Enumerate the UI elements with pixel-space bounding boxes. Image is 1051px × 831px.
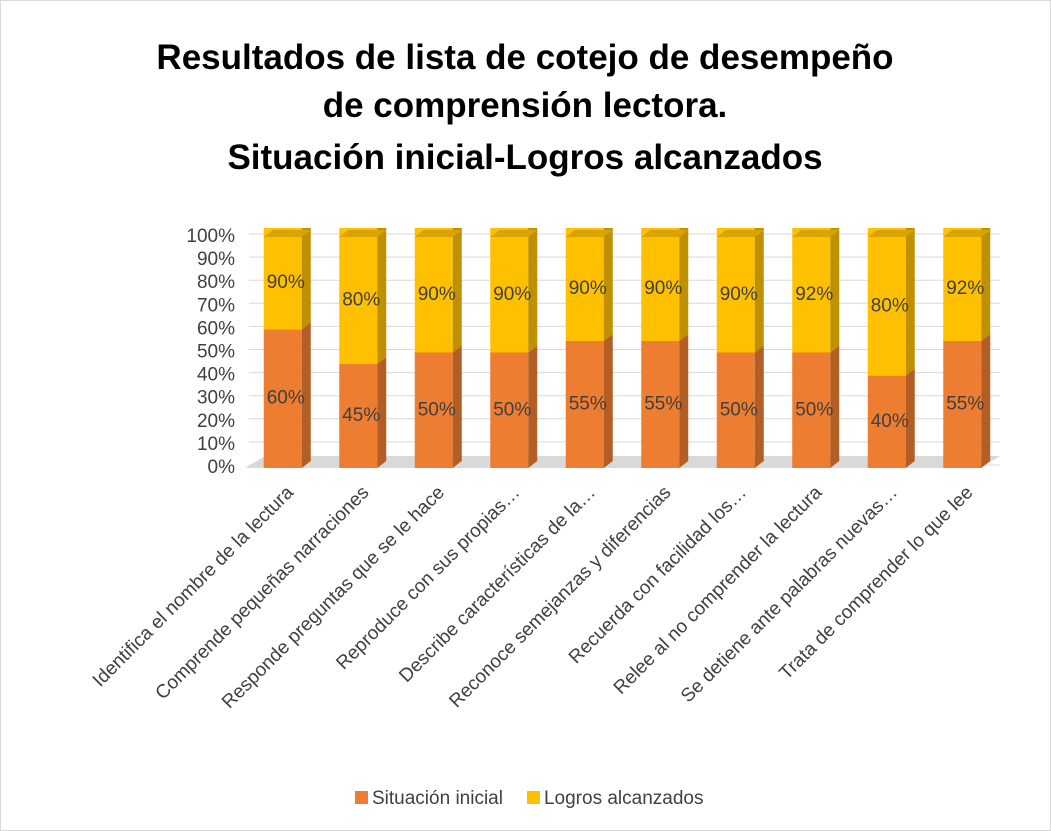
bar-side	[830, 228, 840, 353]
value-label: 50%	[418, 399, 456, 420]
bar-top	[867, 230, 915, 237]
bar-side	[452, 228, 462, 353]
bar-side	[754, 228, 764, 353]
bar-side	[754, 345, 764, 468]
y-tick-label: 0%	[208, 457, 236, 478]
bar-top	[263, 230, 311, 237]
y-tick-label: 10%	[197, 434, 235, 455]
bar-top	[716, 230, 764, 237]
y-tick-label: 40%	[197, 365, 235, 386]
bar-side	[981, 333, 991, 468]
value-label: 50%	[493, 399, 531, 420]
bar-side	[603, 228, 613, 341]
bar-side	[830, 345, 840, 468]
y-tick-label: 80%	[197, 272, 235, 293]
value-label: 45%	[342, 405, 380, 426]
bar-side	[528, 345, 538, 468]
bar-segment	[641, 228, 680, 341]
legend-swatch	[526, 791, 540, 804]
bar-top	[943, 230, 991, 237]
value-label: 55%	[946, 393, 984, 414]
y-tick-label: 20%	[197, 411, 235, 432]
bar-side	[301, 228, 311, 330]
bars	[263, 228, 991, 468]
value-label: 92%	[946, 278, 984, 299]
bar-top	[641, 230, 689, 237]
bar-top	[565, 230, 613, 237]
bar-top	[490, 230, 538, 237]
bar-segment	[716, 352, 755, 468]
value-label: 92%	[795, 284, 833, 305]
bar-segment	[490, 228, 529, 353]
bar-segment	[716, 228, 755, 353]
bar-segment	[339, 228, 378, 365]
value-label: 55%	[644, 393, 682, 414]
bar-segment	[943, 228, 982, 341]
value-label: 90%	[720, 284, 758, 305]
bar-side	[981, 228, 991, 341]
value-label: 90%	[569, 278, 607, 299]
bar-segment	[867, 375, 906, 468]
bar-segment	[339, 364, 378, 468]
bar-segment	[490, 352, 529, 468]
bar-segment	[792, 228, 831, 353]
y-tick-label: 60%	[197, 318, 235, 339]
y-tick-label: 50%	[197, 342, 235, 363]
bar-segment	[792, 352, 831, 468]
y-tick-label: 30%	[197, 388, 235, 409]
bar-side	[377, 228, 387, 365]
value-label: 90%	[267, 272, 305, 293]
y-tick-label: 90%	[197, 249, 235, 270]
bar-side	[679, 333, 689, 468]
bar-segment	[565, 228, 604, 341]
value-label: 40%	[871, 411, 909, 432]
value-label: 90%	[493, 284, 531, 305]
bar-side	[905, 228, 915, 376]
legend-swatch	[355, 791, 368, 804]
bar-segment	[565, 340, 604, 468]
bar-top	[339, 230, 387, 237]
bar-segment	[414, 228, 453, 353]
bar-segment	[867, 228, 906, 376]
bar-side	[528, 228, 538, 353]
bar-segment	[414, 352, 453, 468]
bar-top	[414, 230, 462, 237]
bar-side	[679, 228, 689, 341]
value-label: 50%	[720, 399, 758, 420]
value-label: 90%	[644, 278, 682, 299]
bar-side	[452, 345, 462, 468]
bar-segment	[263, 329, 302, 468]
value-label: 60%	[267, 388, 305, 409]
bar-segment	[263, 228, 302, 330]
value-label: 50%	[795, 399, 833, 420]
value-label: 80%	[342, 290, 380, 311]
bar-segment	[943, 340, 982, 468]
y-tick-label: 70%	[197, 295, 235, 316]
bar-segment	[641, 340, 680, 468]
bar-side	[301, 322, 311, 468]
chart-title: Resultados de lista de cotejo de desempe…	[156, 38, 893, 177]
value-label: 80%	[871, 295, 909, 316]
bar-side	[377, 357, 387, 468]
value-label: 55%	[569, 393, 607, 414]
bar-side	[905, 368, 915, 468]
value-label: 90%	[418, 284, 456, 305]
y-tick-label: 100%	[186, 226, 235, 247]
bar-top	[792, 230, 840, 237]
legend-label: Situación inicial	[372, 788, 503, 809]
bar-side	[603, 333, 613, 468]
legend-label: Logros alcanzados	[544, 788, 704, 809]
